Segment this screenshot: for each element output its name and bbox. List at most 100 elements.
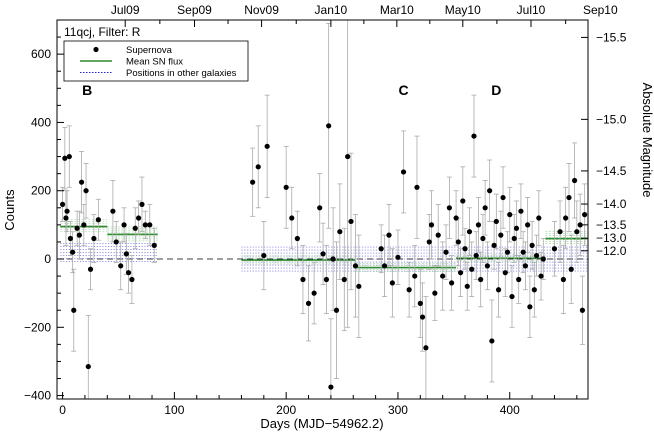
right-tick-label: −15.0 [596,112,627,126]
supernova-point [478,276,484,283]
supernova-point [142,222,148,228]
supernova-point [323,276,330,283]
supernova-point [294,235,300,242]
supernova-point [417,300,423,306]
supernova-point [493,218,499,225]
annotations: B C D [82,82,501,98]
chart-title: 11qcj, Filter: R [64,25,141,39]
right-tick-label: −12.0 [596,244,627,258]
supernova-point [435,232,441,238]
legend-label-mean: Mean SN flux [126,57,183,68]
supernova-point [356,283,362,289]
x-tick-label: 300 [388,403,408,417]
supernova-point [110,208,116,214]
supernova-point [264,143,270,149]
supernova-point [76,232,82,238]
supernova-point [574,229,580,235]
supernova-point [536,215,542,221]
x-axis-title: Days (MJD−54962.2) [260,416,383,431]
right-tick-label: −13.0 [596,231,627,245]
supernova-point [557,229,563,235]
supernova-point [414,184,420,190]
supernova-point [568,266,574,272]
supernova-point [466,229,473,235]
supernova-point [87,266,94,272]
supernova-point [513,225,520,231]
supernova-point [95,217,101,223]
supernova-point [118,263,124,269]
supernova-point [320,251,326,257]
supernova-point [305,300,312,306]
supernova-point [475,222,482,228]
supernova-point [504,249,511,255]
y-tick-label: 0 [44,252,51,266]
y-tick-label: −200 [24,320,51,334]
supernova-point [518,208,524,214]
supernova-point [352,263,359,269]
supernova-point [261,252,267,259]
supernova-point [326,123,332,129]
supernova-point [81,222,87,228]
supernova-point [482,205,488,211]
supernova-point [426,239,432,245]
supernova-point [74,225,80,231]
region-label: B [82,82,92,98]
top-tick-label: May10 [445,3,481,17]
supernova-point [469,266,475,272]
supernova-point [83,188,89,194]
supernova-point [460,198,466,204]
supernova-point [129,276,135,283]
right-tick-label: −14.5 [596,164,627,178]
supernova-point [132,225,138,231]
right-tick-label: −15.5 [596,30,627,44]
right-axis-title: Absolute Magnitude [640,83,654,198]
supernova-point [551,246,558,252]
y-tick-label: −400 [24,389,51,403]
supernova-point [516,276,522,283]
y-axis-title: Counts [2,189,17,231]
supernova-point [330,256,336,262]
supernova-point [317,205,323,211]
x-tick-label: 100 [164,403,184,417]
supernova-point [462,246,468,252]
supernova-point [389,280,395,286]
supernova-point [289,215,295,221]
supernova-point [502,270,508,276]
supernova-point [560,276,567,283]
supernova-point [255,164,261,170]
supernova-point [113,239,119,245]
supernova-point [509,293,515,300]
legend-label-other: Positions in other galaxies [126,68,237,79]
supernova-point [85,363,91,370]
supernova-point [579,307,586,313]
supernova-point [71,307,77,313]
legend-label-supernova: Supernova [126,45,173,56]
top-tick-label: Sep10 [583,3,618,17]
supernova-point [577,222,583,228]
supernova-point [300,276,306,283]
supernova-point [511,235,517,242]
top-tick-label: Nov09 [244,3,279,17]
y-axis-right-magnitude: −15.5 −15.0 −14.5 −14.0 −13.5−13.0−12.0 [581,30,627,258]
plot-frame [56,19,589,400]
top-tick-label: Jan10 [315,3,348,17]
y-tick-label: 400 [31,115,51,129]
supernova-point [64,208,70,214]
supernova-point [507,212,513,218]
supernova-point [538,273,544,279]
supernova-point [341,276,347,283]
x-tick-label: 400 [500,403,520,417]
supernova-point [428,222,435,228]
supernova-point [566,194,572,201]
region-label: C [398,82,408,98]
supernova-point [457,270,464,276]
supernova-point [400,169,407,175]
legend-marker-supernova [93,46,99,53]
supernova-point [471,133,477,139]
supernova-point [151,242,157,248]
supernova-point [412,273,418,279]
supernova-point [63,215,69,221]
supernova-point [455,239,461,245]
top-tick-label: Jul09 [111,3,140,17]
supernova-point [419,314,426,320]
